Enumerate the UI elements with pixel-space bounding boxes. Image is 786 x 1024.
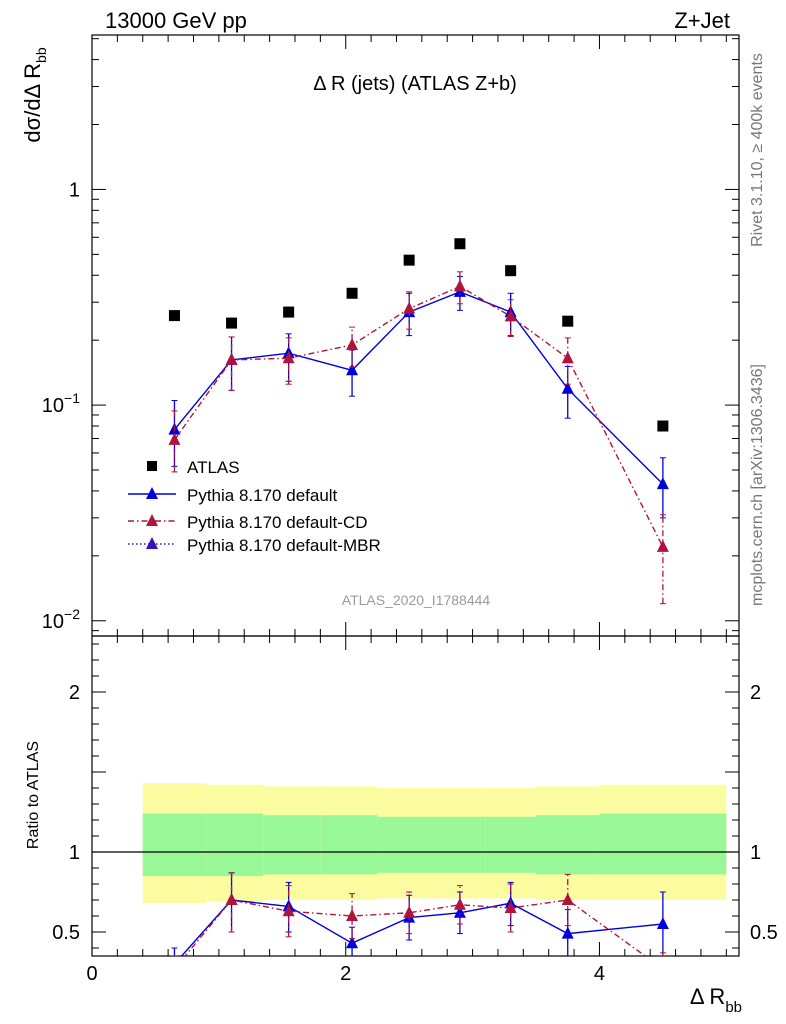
ratio-marker-pythia-8-170-default — [656, 917, 669, 929]
legend-label: ATLAS — [187, 458, 240, 477]
legend-label: Pythia 8.170 default-CD — [187, 513, 368, 532]
ratio-series — [168, 872, 669, 974]
legend-marker-pythia-8-170-default-cd — [146, 514, 158, 526]
y-tick-label: 10−2 — [42, 606, 80, 633]
band-inner-segment — [263, 815, 321, 875]
band-inner-segment — [434, 816, 486, 873]
ratio-y-tick-label-right: 1 — [750, 842, 761, 864]
ratio-frame — [91, 635, 740, 957]
data-point-atlas — [226, 317, 238, 329]
series-line-pythia-8-170-default-cd — [173, 285, 664, 548]
marker-pythia-8-170-default-cd — [504, 309, 517, 322]
data-point-atlas — [505, 265, 517, 277]
band-inner-segment — [485, 816, 537, 873]
marker-pythia-8-170-default-cd — [282, 351, 295, 364]
band-inner-segment — [320, 815, 378, 875]
band-inner-segment — [536, 815, 600, 875]
main-panel: 1 10−1 10−2 ATLAS Pythia 8.170 default Pythia… — [42, 34, 740, 637]
ratio-marker-pythia-8-170-default — [346, 936, 359, 949]
data-point-atlas — [454, 238, 466, 250]
ratio-line-pythia-8-170-default-cd — [184, 899, 647, 956]
legend-marker-pythia-8-170-default — [146, 487, 158, 499]
y-tick-label: 1 — [69, 179, 80, 201]
band-inner-segment — [599, 813, 727, 875]
band-inner-segment — [377, 816, 435, 873]
ratio-y-tick-label-right: 2 — [750, 682, 761, 704]
x-axis-title-text: Δ R — [690, 984, 725, 1009]
ratio-marker-pythia-8-170-default-cd — [282, 904, 295, 917]
marker-pythia-8-170-default-cd — [561, 351, 574, 364]
legend-marker-pythia-8-170-default-mbr — [146, 537, 158, 549]
data-point-atlas — [168, 310, 180, 322]
ratio-y-tick-label-right: 0.5 — [750, 922, 778, 944]
band-inner-segment — [142, 813, 207, 876]
ratio-marker-pythia-8-170-default-cd — [225, 893, 238, 905]
ratio-line-pythia-8-170-default — [180, 899, 663, 956]
y-tick-label: 10−1 — [42, 390, 80, 417]
y-axis-title-sub: bb — [33, 47, 49, 63]
source-label: mcplots.cern.ch [arXiv:1306.3436] — [749, 364, 766, 606]
channel-label: Z+Jet — [674, 8, 730, 33]
data-point-atlas — [657, 420, 669, 432]
main-series — [168, 238, 669, 605]
legend-marker-atlas — [147, 461, 157, 471]
x-axis-title-sub: bb — [725, 999, 742, 1016]
series-line-pythia-8-170-default — [173, 291, 664, 485]
legend: ATLAS Pythia 8.170 default Pythia 8.170 de… — [128, 458, 381, 555]
uncertainty-bands — [142, 783, 727, 904]
marker-pythia-8-170-default — [346, 363, 359, 376]
x-tick-label: 4 — [594, 963, 605, 985]
band-inner-segment — [206, 813, 264, 876]
ratio-marker-pythia-8-170-default-cd — [657, 962, 669, 974]
data-point-atlas — [283, 306, 295, 318]
ratio-y-tick-label: 2 — [69, 682, 80, 704]
ratio-marker-pythia-8-170-default — [453, 905, 466, 918]
ratio-marker-pythia-8-170-default-cd — [168, 962, 180, 974]
y-axis-title: dσ/dΔ Rbb — [20, 47, 49, 142]
marker-pythia-8-170-default-cd — [453, 279, 466, 292]
ratio-panel: 0 2 4 0.5 0.5 1 1 2 2 — [52, 635, 778, 985]
ratio-marker-pythia-8-170-default-cd — [403, 905, 416, 918]
data-point-atlas — [346, 287, 358, 299]
data-point-atlas — [403, 254, 415, 266]
y-axis-title-text: dσ/dΔ R — [20, 63, 45, 143]
x-tick-label: 0 — [86, 963, 97, 985]
data-point-atlas — [562, 315, 574, 327]
ratio-marker-pythia-8-170-default — [561, 926, 574, 939]
marker-pythia-8-170-default-cd — [225, 352, 238, 365]
ratio-marker-pythia-8-170-default-cd — [346, 909, 359, 921]
marker-pythia-8-170-default — [561, 381, 574, 394]
ratio-marker-pythia-8-170-default-cd — [453, 897, 466, 910]
ratio-y-tick-label: 1 — [69, 842, 80, 864]
legend-label: Pythia 8.170 default-MBR — [187, 536, 381, 555]
marker-pythia-8-170-default-cd — [346, 337, 359, 350]
ratio-y-tick-label: 0.5 — [52, 922, 80, 944]
legend-label: Pythia 8.170 default — [187, 486, 338, 505]
marker-pythia-8-170-default — [656, 477, 669, 490]
svg-text:dσ/dΔ Rbb: dσ/dΔ Rbb — [20, 47, 49, 142]
ratio-marker-pythia-8-170-default-cd — [504, 901, 517, 913]
analysis-label: ATLAS_2020_I1788444 — [342, 592, 491, 608]
ratio-marker-pythia-8-170-default — [168, 957, 180, 969]
ratio-y-axis-title: Ratio to ATLAS — [25, 741, 42, 849]
x-tick-label: 2 — [340, 963, 351, 985]
marker-pythia-8-170-default-cd — [168, 432, 181, 445]
marker-pythia-8-170-default-cd — [656, 539, 669, 552]
marker-pythia-8-170-default-cd — [403, 301, 416, 314]
main-title: Δ R (jets) (ATLAS Z+b) — [313, 73, 517, 95]
rivet-label: Rivet 3.1.10, ≥ 400k events — [749, 53, 766, 247]
ratio-marker-pythia-8-170-default-cd — [561, 893, 574, 905]
x-axis-title: Δ Rbb — [690, 984, 742, 1016]
process-label: 13000 GeV pp — [105, 8, 247, 33]
